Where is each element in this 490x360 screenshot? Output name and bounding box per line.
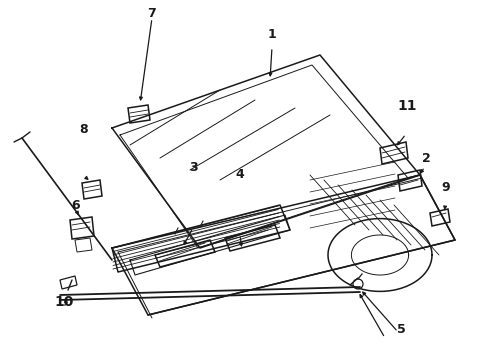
Text: 3: 3 <box>189 161 198 174</box>
Text: 1: 1 <box>268 28 276 41</box>
Text: 4: 4 <box>236 168 245 181</box>
Text: 5: 5 <box>397 323 406 336</box>
Text: 10: 10 <box>54 296 74 309</box>
Text: 7: 7 <box>147 7 156 20</box>
Text: 8: 8 <box>79 123 88 136</box>
Text: 11: 11 <box>397 99 416 113</box>
Text: 2: 2 <box>422 152 431 165</box>
Text: 6: 6 <box>72 199 80 212</box>
Text: 9: 9 <box>441 181 450 194</box>
